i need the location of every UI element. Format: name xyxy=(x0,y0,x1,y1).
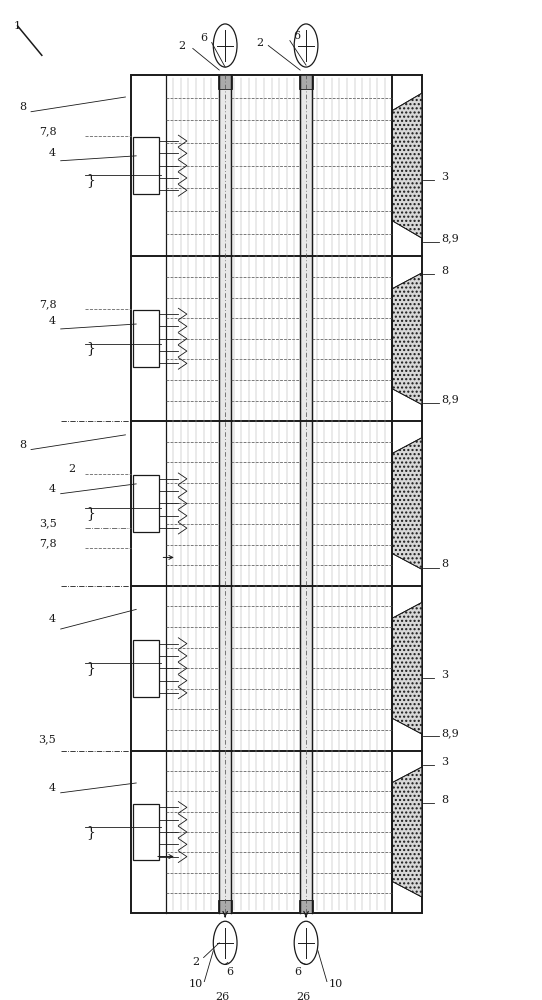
Text: 8: 8 xyxy=(20,102,27,112)
Bar xyxy=(299,900,313,913)
Text: 6: 6 xyxy=(293,31,300,41)
Bar xyxy=(218,900,232,913)
Text: 4: 4 xyxy=(49,316,56,326)
Text: 8: 8 xyxy=(441,559,448,569)
Text: 8: 8 xyxy=(20,440,27,450)
Polygon shape xyxy=(392,438,422,569)
Bar xyxy=(218,75,232,89)
Text: 6: 6 xyxy=(226,967,233,977)
Text: 3,5: 3,5 xyxy=(40,518,57,528)
Text: 3: 3 xyxy=(441,757,448,767)
Text: 1: 1 xyxy=(14,21,21,31)
Polygon shape xyxy=(392,602,422,734)
Bar xyxy=(219,75,231,913)
Text: 4: 4 xyxy=(49,148,56,158)
Text: 3,5: 3,5 xyxy=(38,734,56,744)
Polygon shape xyxy=(392,273,422,405)
Text: 2: 2 xyxy=(192,957,199,967)
Text: 10: 10 xyxy=(328,979,343,989)
Polygon shape xyxy=(392,93,422,238)
Text: }: } xyxy=(86,825,95,839)
Text: 8: 8 xyxy=(441,266,448,276)
Text: 2: 2 xyxy=(178,41,185,51)
Text: 7,8: 7,8 xyxy=(40,299,57,309)
Bar xyxy=(131,75,422,913)
Text: 6: 6 xyxy=(294,967,301,977)
Bar xyxy=(299,75,313,89)
Text: 26: 26 xyxy=(215,992,230,1000)
Bar xyxy=(133,475,159,532)
Text: 2: 2 xyxy=(68,464,75,474)
Text: 4: 4 xyxy=(49,783,56,793)
Text: 8,9: 8,9 xyxy=(441,728,459,738)
Text: 3: 3 xyxy=(441,670,448,680)
Text: 10: 10 xyxy=(189,979,203,989)
Bar xyxy=(133,640,159,697)
Text: 8: 8 xyxy=(441,795,448,805)
Text: 4: 4 xyxy=(49,614,56,624)
Text: 8,9: 8,9 xyxy=(441,234,459,244)
Text: }: } xyxy=(86,342,95,356)
Bar xyxy=(300,75,312,913)
Text: 7,8: 7,8 xyxy=(40,538,57,548)
Text: 6: 6 xyxy=(200,33,207,43)
Text: 26: 26 xyxy=(296,992,311,1000)
Bar xyxy=(133,310,159,367)
Text: }: } xyxy=(86,506,95,520)
Bar xyxy=(133,804,159,860)
Text: }: } xyxy=(86,661,95,675)
Text: 8,9: 8,9 xyxy=(441,395,459,405)
Text: 7,8: 7,8 xyxy=(40,126,57,136)
Polygon shape xyxy=(392,767,422,897)
Text: 3: 3 xyxy=(441,172,448,182)
Text: 2: 2 xyxy=(257,38,264,48)
Text: }: } xyxy=(86,173,95,187)
Text: 4: 4 xyxy=(49,484,56,494)
Bar xyxy=(133,137,159,194)
